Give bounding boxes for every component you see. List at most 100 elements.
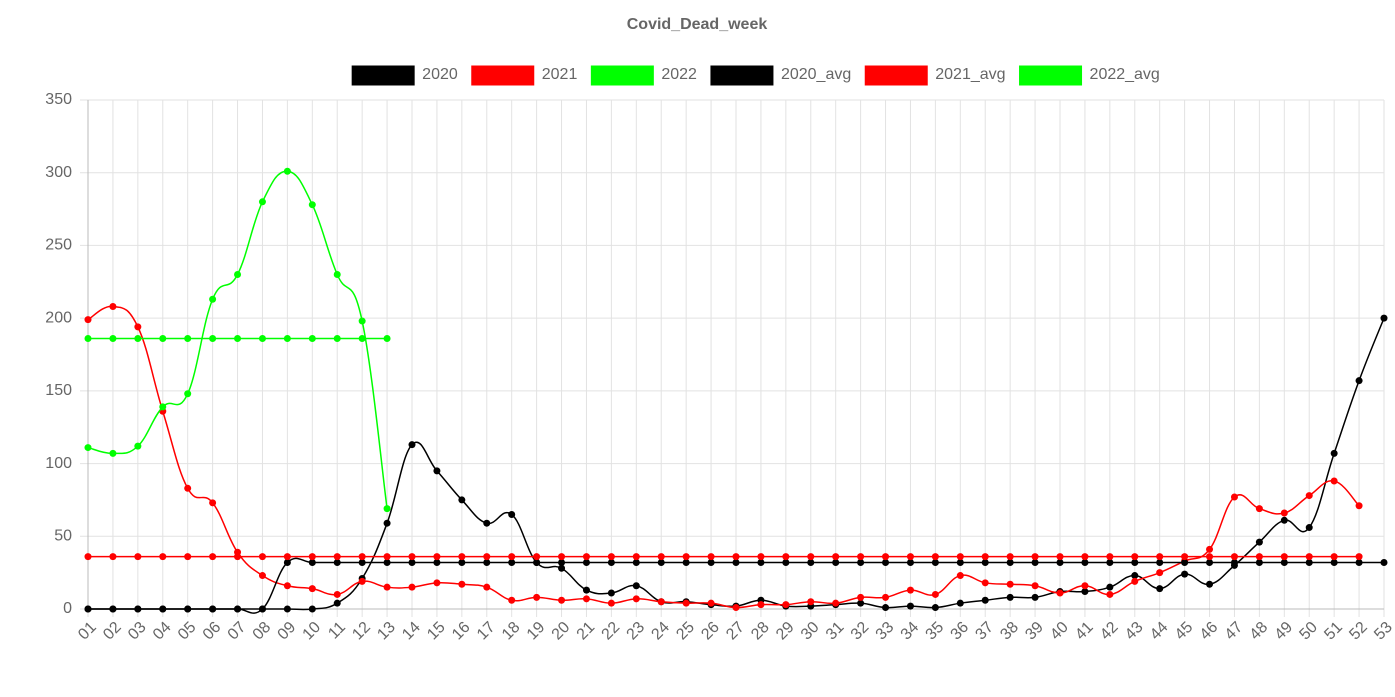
y-tick-label: 200 xyxy=(45,309,72,326)
x-tick-label: 44 xyxy=(1147,619,1172,644)
legend-label: 2022_avg xyxy=(1090,66,1160,83)
data-point xyxy=(109,605,117,613)
x-tick-label: 47 xyxy=(1222,619,1247,644)
data-point xyxy=(383,558,391,566)
data-point xyxy=(857,599,865,607)
data-point xyxy=(134,323,142,331)
data-point xyxy=(1280,516,1288,524)
data-point xyxy=(383,519,391,527)
data-point xyxy=(84,444,92,452)
data-point xyxy=(1280,553,1288,561)
data-point xyxy=(782,601,790,609)
data-point xyxy=(931,604,939,612)
data-point xyxy=(1031,582,1039,590)
x-tick-label: 45 xyxy=(1172,619,1197,644)
data-point xyxy=(483,553,491,561)
x-tick-label: 29 xyxy=(773,619,798,644)
x-tick-label: 13 xyxy=(374,619,399,644)
legend-label: 2021_avg xyxy=(935,66,1005,83)
data-point xyxy=(109,553,117,561)
x-tick-label: 11 xyxy=(325,619,349,643)
chart-title: Covid_Dead_week xyxy=(627,16,768,33)
data-point xyxy=(408,583,416,591)
data-point xyxy=(533,553,541,561)
data-point xyxy=(1006,558,1014,566)
data-point xyxy=(1305,492,1313,500)
data-point xyxy=(1156,569,1164,577)
data-point xyxy=(1056,589,1064,597)
data-point xyxy=(1255,505,1263,513)
data-point xyxy=(832,558,840,566)
data-point xyxy=(582,595,590,603)
data-point xyxy=(109,335,117,343)
data-point xyxy=(956,599,964,607)
data-point xyxy=(209,553,217,561)
data-point xyxy=(1156,553,1164,561)
data-point xyxy=(358,558,366,566)
x-tick-label: 19 xyxy=(524,619,549,644)
data-point xyxy=(159,335,167,343)
data-point xyxy=(1280,558,1288,566)
x-tick-label: 35 xyxy=(923,619,948,644)
data-point xyxy=(1106,553,1114,561)
data-point xyxy=(333,558,341,566)
data-point xyxy=(882,558,890,566)
data-point xyxy=(582,553,590,561)
data-point xyxy=(283,582,291,590)
data-point xyxy=(234,553,242,561)
legend-swatch xyxy=(590,65,654,86)
x-tick-label: 27 xyxy=(723,619,748,644)
data-point xyxy=(906,553,914,561)
x-tick-label: 33 xyxy=(873,619,898,644)
data-point xyxy=(632,558,640,566)
data-point xyxy=(109,303,117,311)
data-point xyxy=(956,558,964,566)
data-point xyxy=(558,596,566,604)
data-point xyxy=(533,593,541,601)
x-tick-label: 21 xyxy=(574,619,599,644)
data-point xyxy=(358,553,366,561)
data-point xyxy=(1255,558,1263,566)
data-point xyxy=(707,558,715,566)
x-tick-label: 46 xyxy=(1197,619,1222,644)
data-point xyxy=(184,390,192,398)
x-tick-label: 04 xyxy=(150,619,175,644)
data-point xyxy=(234,271,242,279)
data-point xyxy=(1330,449,1338,457)
x-tick-label: 07 xyxy=(225,619,250,644)
x-tick-label: 18 xyxy=(499,619,524,644)
y-tick-label: 50 xyxy=(54,528,72,545)
data-point xyxy=(308,201,316,209)
data-point xyxy=(159,553,167,561)
x-tick-label: 30 xyxy=(798,619,823,644)
data-point xyxy=(632,553,640,561)
legend-swatch xyxy=(471,65,535,86)
data-point xyxy=(732,604,740,612)
x-tick-label: 34 xyxy=(898,619,923,644)
y-tick-label: 300 xyxy=(45,164,72,181)
data-point xyxy=(906,586,914,594)
y-tick-label: 350 xyxy=(45,91,72,108)
data-point xyxy=(308,335,316,343)
x-tick-label: 06 xyxy=(200,619,225,644)
data-point xyxy=(1056,558,1064,566)
data-point xyxy=(134,335,142,343)
data-point xyxy=(657,553,665,561)
x-tick-label: 24 xyxy=(648,619,673,644)
x-tick-label: 10 xyxy=(300,619,325,644)
data-point xyxy=(134,605,142,613)
data-point xyxy=(184,553,192,561)
x-tick-label: 43 xyxy=(1122,619,1147,644)
data-point xyxy=(682,599,690,607)
data-point xyxy=(782,553,790,561)
data-point xyxy=(333,599,341,607)
data-point xyxy=(931,590,939,598)
data-point xyxy=(558,553,566,561)
data-point xyxy=(333,590,341,598)
legend-label: 2021 xyxy=(542,66,578,83)
data-point xyxy=(707,599,715,607)
data-point xyxy=(657,598,665,606)
data-point xyxy=(1081,558,1089,566)
data-point xyxy=(981,596,989,604)
